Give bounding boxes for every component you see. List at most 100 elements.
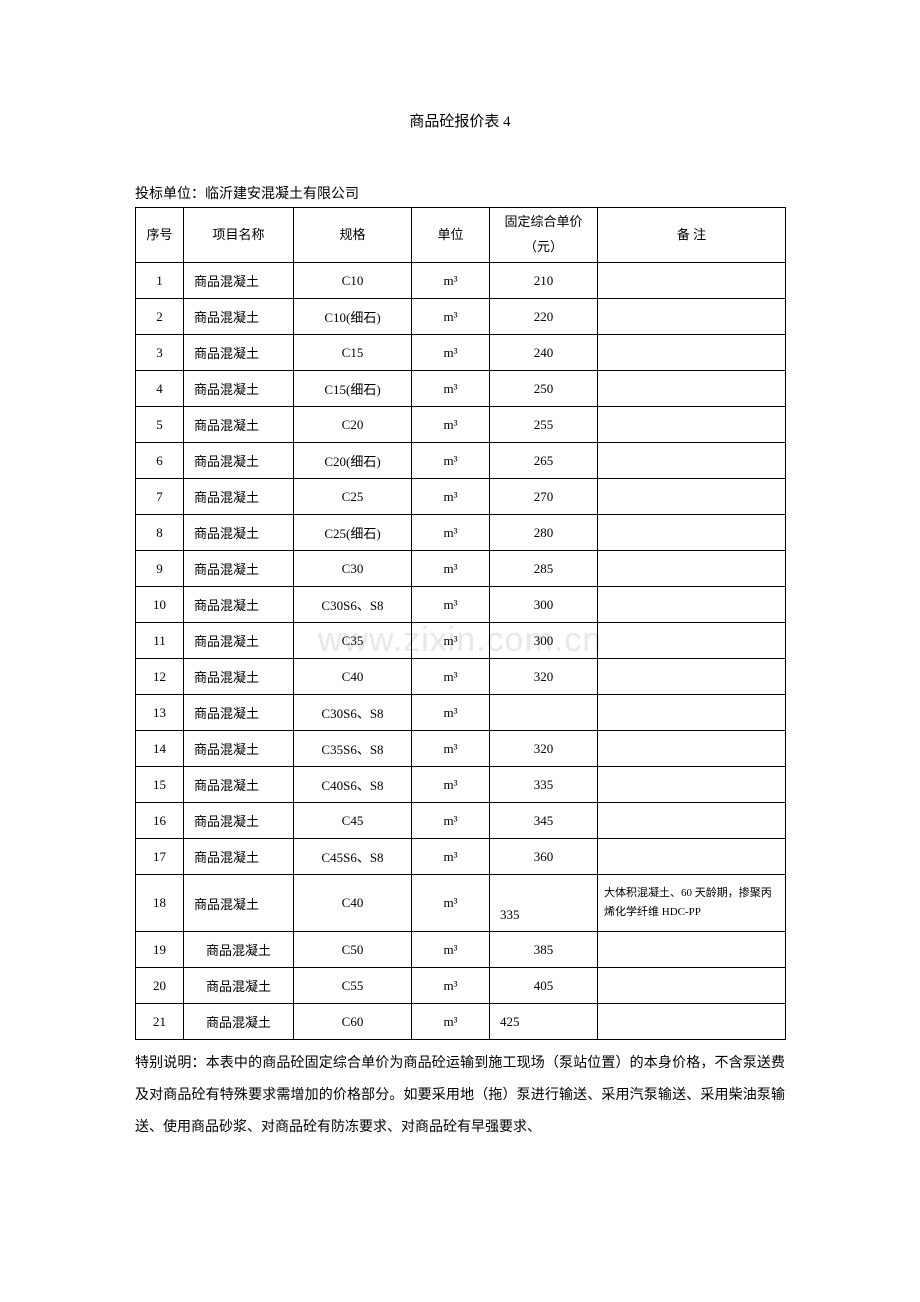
cell-name: 商品混凝土 <box>184 1004 294 1040</box>
quote-table: 序号 项目名称 规格 单位 固定综合单价（元） 备 注 1商品混凝土C10m³2… <box>135 207 786 1040</box>
col-header-spec: 规格 <box>294 208 412 263</box>
cell-remark: 大体积混凝土、60 天龄期，掺聚丙烯化学纤维 HDC-PP <box>598 875 786 932</box>
cell-price: 320 <box>490 731 598 767</box>
cell-remark <box>598 767 786 803</box>
table-row: 15商品混凝土C40S6、S8m³335 <box>136 767 786 803</box>
cell-price: 270 <box>490 479 598 515</box>
cell-remark <box>598 263 786 299</box>
cell-seq: 19 <box>136 932 184 968</box>
cell-unit: m³ <box>412 299 490 335</box>
cell-unit: m³ <box>412 335 490 371</box>
cell-name: 商品混凝土 <box>184 479 294 515</box>
cell-seq: 11 <box>136 623 184 659</box>
cell-price: 360 <box>490 839 598 875</box>
cell-spec: C15(细石) <box>294 371 412 407</box>
cell-price: 250 <box>490 371 598 407</box>
cell-name: 商品混凝土 <box>184 443 294 479</box>
cell-remark <box>598 335 786 371</box>
cell-price: 265 <box>490 443 598 479</box>
table-header-row: 序号 项目名称 规格 单位 固定综合单价（元） 备 注 <box>136 208 786 263</box>
cell-price: 335 <box>490 767 598 803</box>
cell-remark <box>598 407 786 443</box>
cell-unit: m³ <box>412 731 490 767</box>
table-row: 20商品混凝土C55m³405 <box>136 968 786 1004</box>
cell-seq: 8 <box>136 515 184 551</box>
cell-unit: m³ <box>412 932 490 968</box>
cell-spec: C40 <box>294 875 412 932</box>
cell-name: 商品混凝土 <box>184 407 294 443</box>
cell-seq: 2 <box>136 299 184 335</box>
table-body: 1商品混凝土C10m³2102商品混凝土C10(细石)m³2203商品混凝土C1… <box>136 263 786 1040</box>
cell-unit: m³ <box>412 479 490 515</box>
cell-spec: C25(细石) <box>294 515 412 551</box>
cell-name: 商品混凝土 <box>184 803 294 839</box>
cell-unit: m³ <box>412 695 490 731</box>
cell-spec: C40S6、S8 <box>294 767 412 803</box>
table-row: 18商品混凝土C40m³335大体积混凝土、60 天龄期，掺聚丙烯化学纤维 HD… <box>136 875 786 932</box>
cell-seq: 12 <box>136 659 184 695</box>
table-row: 7商品混凝土C25m³270 <box>136 479 786 515</box>
cell-unit: m³ <box>412 968 490 1004</box>
table-row: 5商品混凝土C20m³255 <box>136 407 786 443</box>
cell-unit: m³ <box>412 875 490 932</box>
cell-spec: C30 <box>294 551 412 587</box>
cell-price: 335 <box>490 875 598 932</box>
cell-remark <box>598 731 786 767</box>
cell-price: 320 <box>490 659 598 695</box>
table-row: 10商品混凝土C30S6、S8m³300 <box>136 587 786 623</box>
cell-seq: 3 <box>136 335 184 371</box>
cell-name: 商品混凝土 <box>184 263 294 299</box>
table-row: 1商品混凝土C10m³210 <box>136 263 786 299</box>
col-header-name: 项目名称 <box>184 208 294 263</box>
cell-price: 405 <box>490 968 598 1004</box>
table-row: 14商品混凝土C35S6、S8m³320 <box>136 731 786 767</box>
cell-unit: m³ <box>412 803 490 839</box>
cell-unit: m³ <box>412 263 490 299</box>
cell-unit: m³ <box>412 371 490 407</box>
cell-unit: m³ <box>412 1004 490 1040</box>
cell-remark <box>598 659 786 695</box>
cell-seq: 6 <box>136 443 184 479</box>
col-header-unit: 单位 <box>412 208 490 263</box>
cell-price: 385 <box>490 932 598 968</box>
cell-price: 300 <box>490 587 598 623</box>
cell-price: 220 <box>490 299 598 335</box>
cell-price: 280 <box>490 515 598 551</box>
cell-remark <box>598 443 786 479</box>
cell-remark <box>598 371 786 407</box>
special-notes: 特别说明：本表中的商品砼固定综合单价为商品砼运输到施工现场（泵站位置）的本身价格… <box>135 1048 785 1145</box>
cell-spec: C10 <box>294 263 412 299</box>
cell-name: 商品混凝土 <box>184 551 294 587</box>
cell-seq: 5 <box>136 407 184 443</box>
table-row: 6商品混凝土C20(细石)m³265 <box>136 443 786 479</box>
cell-remark <box>598 623 786 659</box>
cell-unit: m³ <box>412 659 490 695</box>
table-row: 12商品混凝土C40m³320 <box>136 659 786 695</box>
cell-name: 商品混凝土 <box>184 695 294 731</box>
cell-name: 商品混凝土 <box>184 587 294 623</box>
cell-name: 商品混凝土 <box>184 731 294 767</box>
cell-name: 商品混凝土 <box>184 875 294 932</box>
cell-spec: C35 <box>294 623 412 659</box>
cell-unit: m³ <box>412 551 490 587</box>
cell-name: 商品混凝土 <box>184 659 294 695</box>
cell-remark <box>598 803 786 839</box>
cell-remark <box>598 587 786 623</box>
cell-seq: 16 <box>136 803 184 839</box>
cell-unit: m³ <box>412 623 490 659</box>
cell-spec: C40 <box>294 659 412 695</box>
cell-price: 345 <box>490 803 598 839</box>
cell-unit: m³ <box>412 767 490 803</box>
cell-spec: C45S6、S8 <box>294 839 412 875</box>
table-row: 11商品混凝土C35m³300 <box>136 623 786 659</box>
cell-unit: m³ <box>412 515 490 551</box>
cell-name: 商品混凝土 <box>184 299 294 335</box>
cell-name: 商品混凝土 <box>184 968 294 1004</box>
cell-price: 240 <box>490 335 598 371</box>
cell-spec: C25 <box>294 479 412 515</box>
cell-name: 商品混凝土 <box>184 371 294 407</box>
cell-price: 210 <box>490 263 598 299</box>
table-row: 16商品混凝土C45m³345 <box>136 803 786 839</box>
cell-seq: 21 <box>136 1004 184 1040</box>
cell-seq: 17 <box>136 839 184 875</box>
